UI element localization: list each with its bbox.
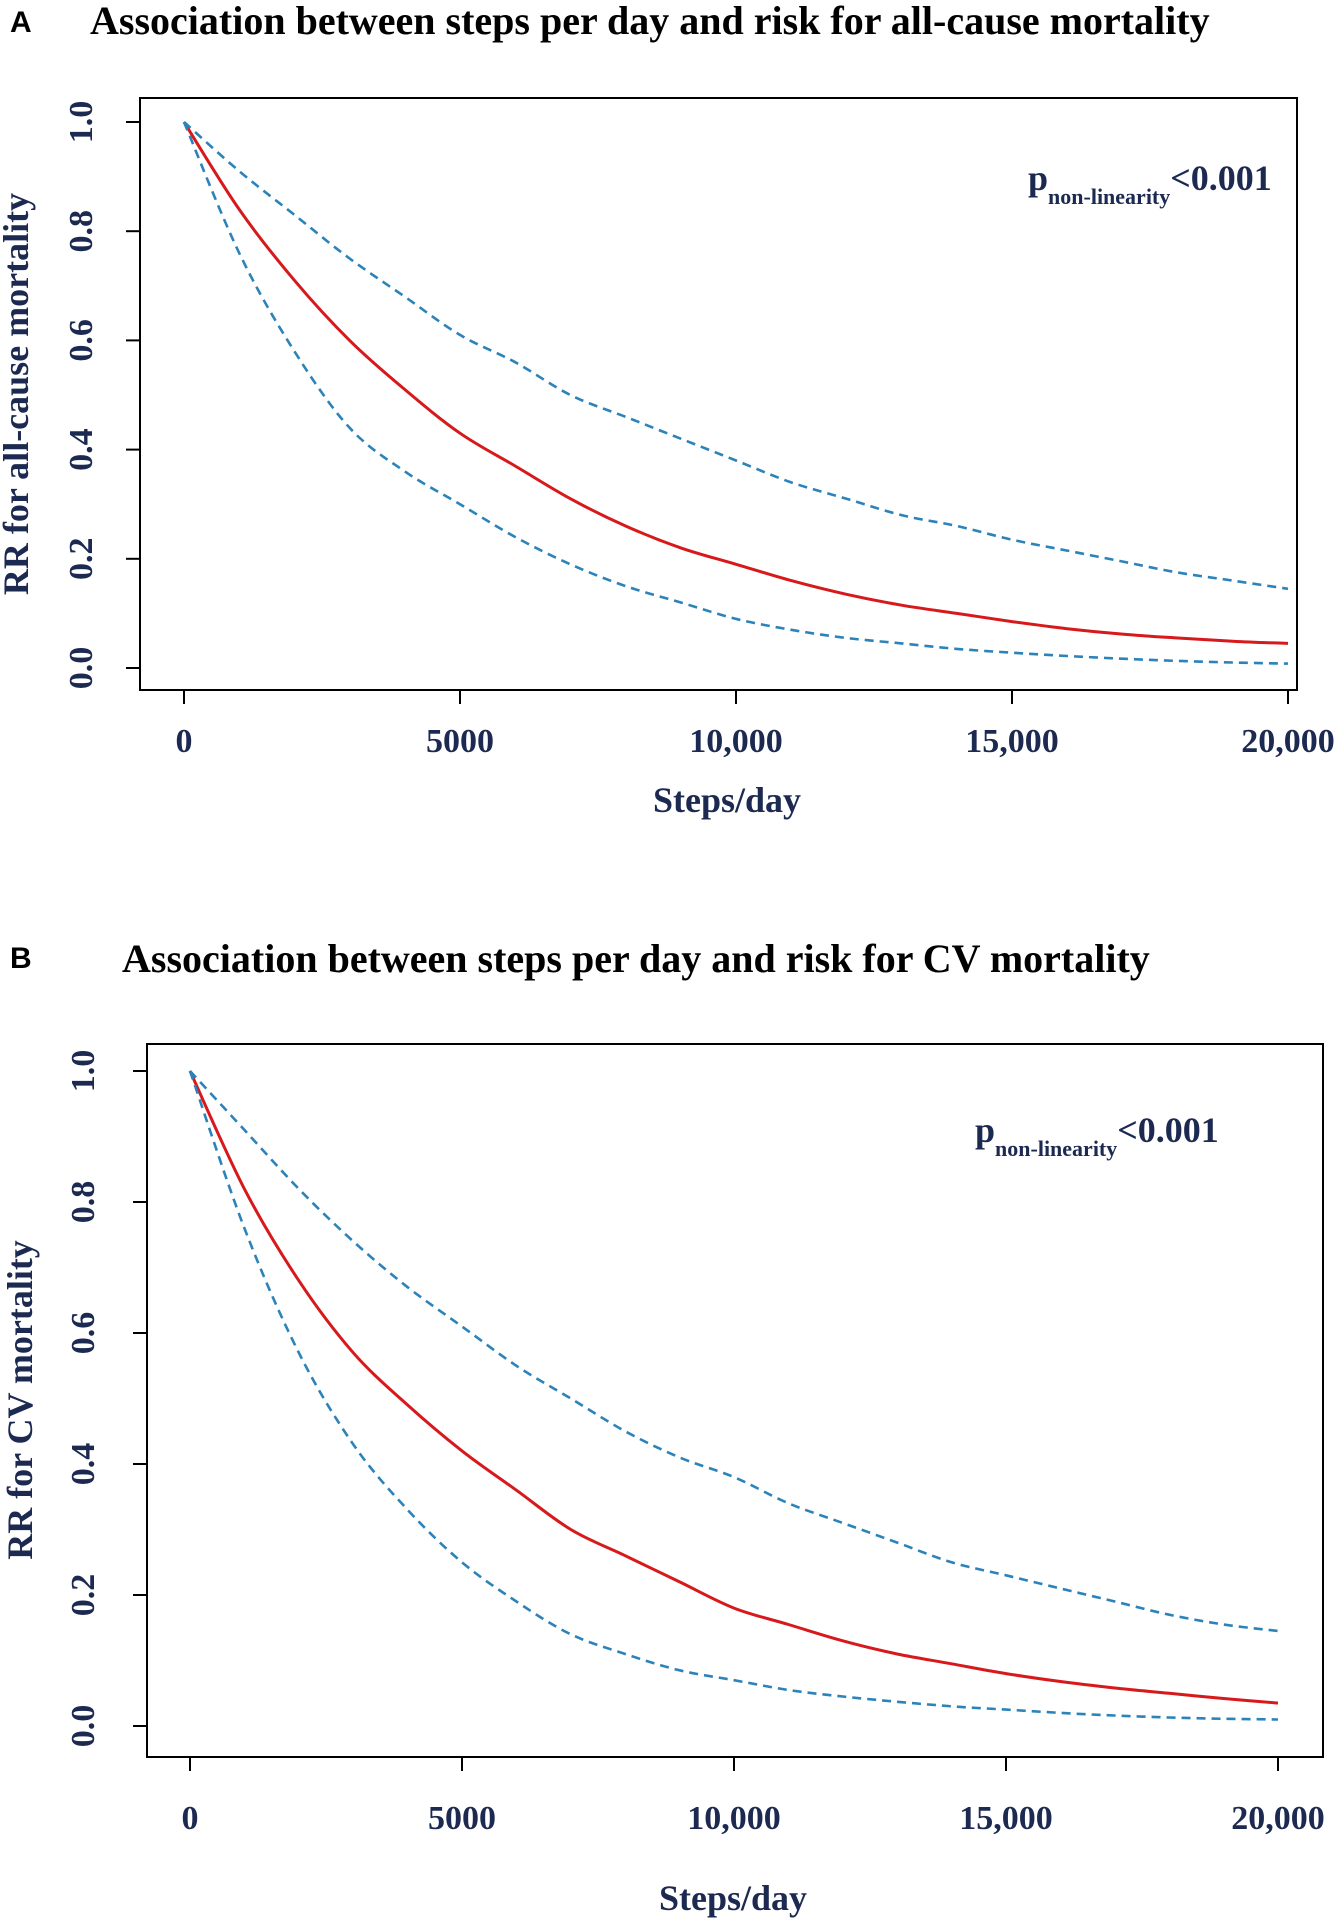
x-tick-label: 5000 bbox=[426, 723, 494, 760]
plot-lines bbox=[188, 1070, 1279, 1721]
x-tick-label: 0 bbox=[176, 723, 193, 760]
x-tick-label: 20,000 bbox=[1231, 1800, 1325, 1837]
y-tick-label: 0.2 bbox=[63, 538, 100, 581]
ci-lower-line bbox=[188, 1070, 1279, 1721]
estimate-line bbox=[182, 121, 1289, 645]
x-axis-label: Steps/day bbox=[653, 780, 801, 820]
x-tick-label: 15,000 bbox=[959, 1800, 1053, 1837]
y-tick-label: 1.0 bbox=[65, 1050, 102, 1093]
panel-a: A Association between steps per day and … bbox=[0, 0, 1335, 820]
plot-lines bbox=[182, 121, 1289, 665]
annotation-value: <0.001 bbox=[1170, 158, 1272, 198]
annotation-subscript: non-linearity bbox=[995, 1136, 1117, 1161]
y-tick-label: 0.2 bbox=[65, 1574, 102, 1617]
y-axis-label: RR for all-cause mortality bbox=[0, 193, 36, 595]
annotation-p: p bbox=[975, 1110, 995, 1150]
panel-b: B Association between steps per day and … bbox=[0, 936, 1325, 1918]
y-tick-label: 1.0 bbox=[63, 101, 100, 144]
x-axis-label: Steps/day bbox=[659, 1878, 807, 1918]
y-tick-label: 0.6 bbox=[63, 319, 100, 362]
x-tick-label: 10,000 bbox=[687, 1800, 781, 1837]
y-tick-label: 0.8 bbox=[65, 1181, 102, 1224]
plot-frame bbox=[146, 1043, 1324, 1758]
chart-title: Association between steps per day and ri… bbox=[122, 936, 1150, 981]
annotation-value: <0.001 bbox=[1117, 1110, 1219, 1150]
ci-upper-line bbox=[183, 121, 1289, 591]
p-value-annotation: pnon-linearity<0.001 bbox=[975, 1110, 1219, 1161]
y-tick-label: 0.6 bbox=[65, 1312, 102, 1355]
panel-letter: A bbox=[10, 6, 32, 39]
y-tick-label: 0.0 bbox=[63, 647, 100, 690]
x-tick-label: 5000 bbox=[428, 1800, 496, 1837]
estimate-line bbox=[188, 1070, 1279, 1705]
y-tick-label: 0.4 bbox=[65, 1443, 102, 1486]
x-tick-label: 0 bbox=[182, 1800, 199, 1837]
chart-title: Association between steps per day and ri… bbox=[90, 0, 1210, 43]
y-axis-label: RR for CV mortality bbox=[0, 1240, 40, 1560]
annotation-subscript: non-linearity bbox=[1048, 184, 1170, 209]
x-tick-label: 10,000 bbox=[689, 723, 783, 760]
annotation-p: p bbox=[1028, 158, 1048, 198]
x-axis: 0 5000 10,000 15,000 20,000 bbox=[182, 1757, 1325, 1837]
y-tick-label: 0.0 bbox=[65, 1705, 102, 1748]
x-axis: 0 5000 10,000 15,000 20,000 bbox=[176, 690, 1335, 760]
y-axis: 0.0 0.2 0.4 0.6 0.8 1.0 bbox=[65, 1050, 147, 1748]
plot-frame bbox=[139, 97, 1298, 691]
y-axis: 0.0 0.2 0.4 0.6 0.8 1.0 bbox=[63, 101, 140, 690]
y-tick-label: 0.4 bbox=[63, 428, 100, 471]
x-tick-label: 20,000 bbox=[1241, 723, 1335, 760]
ci-upper-line bbox=[189, 1070, 1279, 1633]
ci-lower-line bbox=[182, 121, 1289, 665]
y-tick-label: 0.8 bbox=[63, 210, 100, 253]
p-value-annotation: pnon-linearity<0.001 bbox=[1028, 158, 1272, 209]
x-tick-label: 15,000 bbox=[965, 723, 1059, 760]
panel-letter: B bbox=[10, 942, 32, 975]
